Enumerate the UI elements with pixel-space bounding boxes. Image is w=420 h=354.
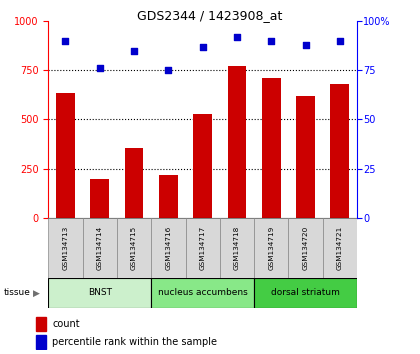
Bar <box>228 67 247 218</box>
Text: GSM134721: GSM134721 <box>337 226 343 270</box>
Bar <box>48 218 83 278</box>
Bar <box>254 218 289 278</box>
Bar <box>193 114 212 218</box>
Bar <box>56 93 75 218</box>
Text: tissue: tissue <box>4 289 31 297</box>
Bar <box>83 218 117 278</box>
Bar <box>289 218 323 278</box>
Bar <box>296 96 315 218</box>
Bar <box>151 278 254 308</box>
Point <box>97 65 103 71</box>
Bar <box>186 218 220 278</box>
Bar <box>36 335 46 349</box>
Text: GSM134715: GSM134715 <box>131 226 137 270</box>
Bar <box>159 176 178 218</box>
Text: dorsal striatum: dorsal striatum <box>271 289 340 297</box>
Bar <box>117 218 151 278</box>
Text: count: count <box>52 319 80 329</box>
Point <box>268 38 275 44</box>
Text: GDS2344 / 1423908_at: GDS2344 / 1423908_at <box>137 9 283 22</box>
Point <box>62 38 69 44</box>
Point <box>131 48 137 53</box>
Text: GSM134716: GSM134716 <box>165 226 171 270</box>
Point <box>165 68 172 73</box>
Bar <box>90 179 109 218</box>
Text: GSM134719: GSM134719 <box>268 226 274 270</box>
Text: ▶: ▶ <box>33 289 39 297</box>
Bar <box>48 278 151 308</box>
Bar <box>151 218 186 278</box>
Bar <box>220 218 254 278</box>
Point <box>302 42 309 48</box>
Text: GSM134713: GSM134713 <box>63 226 68 270</box>
Bar <box>254 278 357 308</box>
Text: GSM134718: GSM134718 <box>234 226 240 270</box>
Text: nucleus accumbens: nucleus accumbens <box>158 289 247 297</box>
Point <box>336 38 343 44</box>
Point <box>234 34 240 40</box>
Text: GSM134717: GSM134717 <box>200 226 206 270</box>
Bar <box>36 317 46 331</box>
Bar <box>125 148 144 218</box>
Point <box>200 44 206 50</box>
Text: percentile rank within the sample: percentile rank within the sample <box>52 337 217 347</box>
Text: GSM134720: GSM134720 <box>302 226 309 270</box>
Bar <box>331 84 349 218</box>
Text: BNST: BNST <box>88 289 112 297</box>
Bar <box>262 78 281 218</box>
Text: GSM134714: GSM134714 <box>97 226 103 270</box>
Bar <box>323 218 357 278</box>
